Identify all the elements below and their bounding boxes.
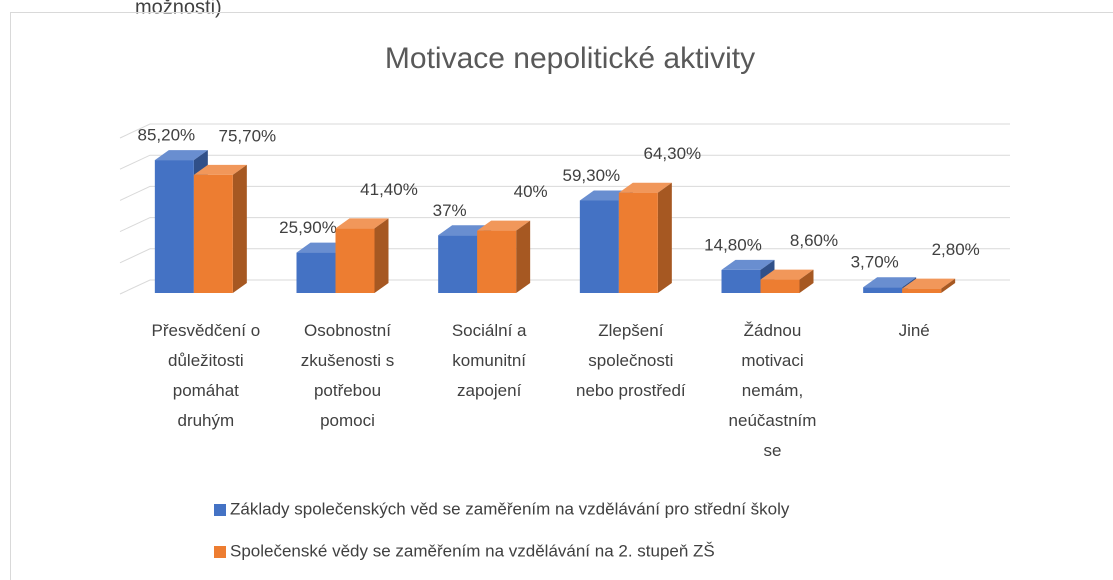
data-label: 40% xyxy=(514,182,548,201)
data-label: 25,90% xyxy=(279,218,337,237)
data-label: 14,80% xyxy=(704,235,762,254)
bar-top xyxy=(154,150,208,161)
data-label: 2,80% xyxy=(932,240,980,259)
bar-front xyxy=(618,192,658,293)
data-label: 41,40% xyxy=(360,180,418,199)
caption-fragment: možnosti) xyxy=(135,0,222,18)
bar-top xyxy=(721,259,775,270)
bar-front xyxy=(193,174,233,293)
bar xyxy=(477,220,531,293)
data-label: 85,20% xyxy=(137,126,195,145)
bar-side xyxy=(374,218,389,293)
x-tick-label: Osobnostní zkušenosti s potřebou pomoci xyxy=(300,321,395,430)
bar-top xyxy=(618,182,672,193)
data-label: 37% xyxy=(433,201,467,220)
bar xyxy=(335,218,389,293)
bar-front xyxy=(579,200,619,293)
bar-side xyxy=(657,182,672,293)
bar-top xyxy=(902,278,956,289)
x-tick-label: Žádnou motivaci nemám, neúčastním se xyxy=(728,321,817,460)
chart-title: Motivace nepolitické aktivity xyxy=(385,42,755,75)
data-label: 3,70% xyxy=(851,253,899,272)
data-label: 59,30% xyxy=(562,166,620,185)
grid-line xyxy=(119,248,1010,264)
grid-line xyxy=(119,185,1010,201)
bar xyxy=(760,269,814,293)
bar-front xyxy=(760,279,800,293)
grid-line xyxy=(119,154,1010,170)
legend-label: Společenské vědy se zaměřením na vzděláv… xyxy=(230,541,715,560)
bar-top xyxy=(477,220,531,231)
bar-side xyxy=(799,269,814,293)
bar-top xyxy=(863,277,917,288)
bar-front xyxy=(902,288,942,293)
x-tick-label: Přesvědčení o důležitosti pomáhat druhým xyxy=(151,321,261,430)
x-tick-label: Jiné xyxy=(898,321,930,340)
bar-top xyxy=(193,164,247,175)
bar-front xyxy=(863,287,903,293)
bar-front xyxy=(438,235,478,293)
grid-line xyxy=(119,217,1010,233)
bar-front xyxy=(335,228,375,293)
x-tick-label: Sociální a komunitní zapojení xyxy=(451,321,527,400)
bar xyxy=(618,182,672,293)
legend-swatch xyxy=(214,504,226,516)
bar-top xyxy=(335,218,389,229)
bar-top xyxy=(760,269,814,280)
bar-front xyxy=(721,269,761,293)
legend-label: Základy společenských věd se zaměřením n… xyxy=(230,499,790,518)
x-tick-label: Zlepšení společnosti nebo prostředí xyxy=(576,321,686,400)
bar-front xyxy=(477,230,517,293)
chart-border xyxy=(10,12,1113,580)
bar xyxy=(193,164,247,293)
bar-side xyxy=(516,220,531,293)
data-label: 8,60% xyxy=(790,231,838,250)
bar xyxy=(902,278,956,293)
bar-side xyxy=(232,164,247,293)
data-label: 75,70% xyxy=(218,126,276,145)
grid-line xyxy=(119,123,1010,139)
bar-front xyxy=(296,252,336,293)
legend-swatch xyxy=(214,546,226,558)
bar-front xyxy=(154,160,194,293)
bar-side xyxy=(941,278,956,293)
data-label: 64,30% xyxy=(643,144,701,163)
